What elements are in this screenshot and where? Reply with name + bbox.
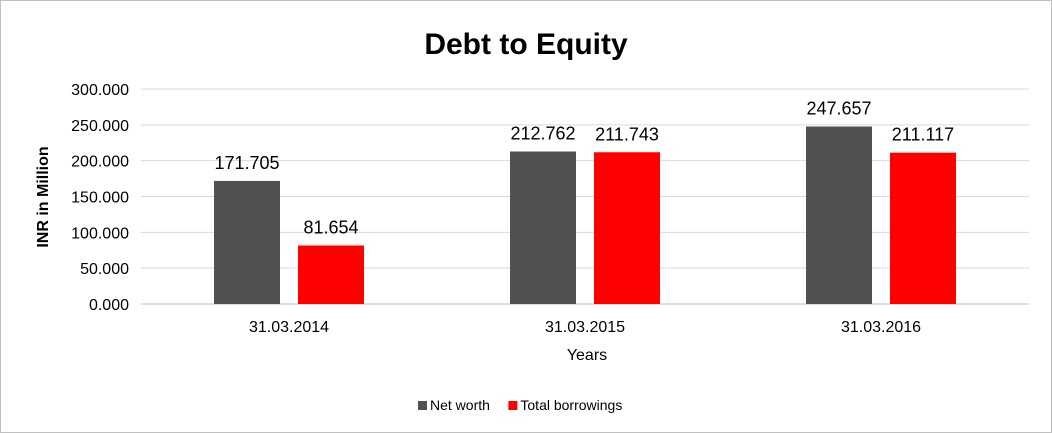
legend-label: Total borrowings xyxy=(520,397,622,413)
data-label: 171.705 xyxy=(214,153,279,173)
legend-label: Net worth xyxy=(430,397,490,413)
bar-net-worth xyxy=(510,151,576,304)
bar-total-borrowings xyxy=(298,245,364,304)
gridlines xyxy=(141,88,1029,305)
x-axis-ticks: 31.03.2014 31.03.2015 31.03.2016 xyxy=(249,319,921,336)
legend-swatch xyxy=(508,401,518,410)
x-tick-label: 31.03.2014 xyxy=(249,319,329,336)
data-label: 212.762 xyxy=(510,124,575,144)
y-tick-label: 0.000 xyxy=(89,297,129,314)
data-labels: 171.705 81.654 212.762 211.743 247.657 211.11… xyxy=(214,99,954,238)
y-tick-label: 300.000 xyxy=(71,82,129,99)
bar-net-worth xyxy=(214,180,280,304)
bar-total-borrowings xyxy=(890,152,956,304)
x-tick-label: 31.03.2015 xyxy=(545,319,625,336)
y-tick-label: 250.000 xyxy=(71,118,129,135)
legend: Net worth Total borrowings xyxy=(418,397,622,413)
y-axis-title: INR in Million xyxy=(35,146,52,247)
bar-net-worth xyxy=(806,126,872,304)
data-label: 211.117 xyxy=(892,125,954,145)
x-axis-title: Years xyxy=(567,347,607,364)
y-tick-label: 150.000 xyxy=(71,190,129,207)
data-label: 81.654 xyxy=(303,217,358,237)
bars xyxy=(214,126,956,304)
data-label: 247.657 xyxy=(806,99,871,119)
data-label: 211.743 xyxy=(595,124,659,144)
y-tick-label: 200.000 xyxy=(71,154,129,171)
legend-swatch xyxy=(418,401,427,410)
y-axis-ticks: 0.000 50.000 100.000 150.000 200.000 250.000 3… xyxy=(71,82,129,314)
chart-title: Debt to Equity xyxy=(424,28,628,61)
y-tick-label: 100.000 xyxy=(71,225,129,242)
y-tick-label: 50.000 xyxy=(80,261,129,278)
bar-total-borrowings xyxy=(594,152,660,304)
x-tick-label: 31.03.2016 xyxy=(841,319,921,336)
